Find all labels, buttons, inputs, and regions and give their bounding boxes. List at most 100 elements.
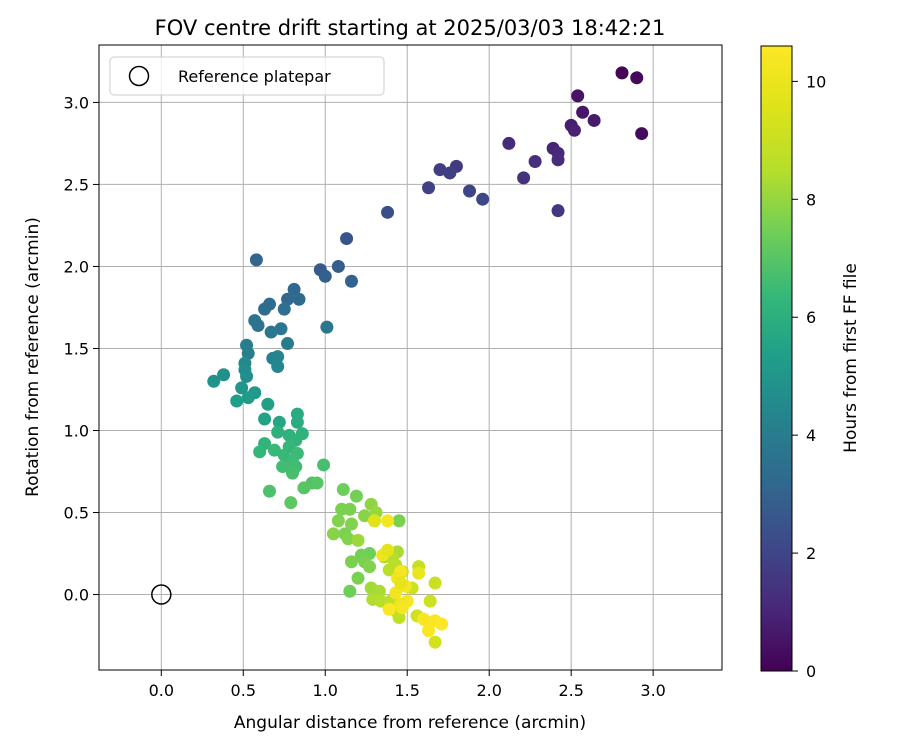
y-axis-label: Rotation from reference (arcmin) bbox=[23, 217, 43, 497]
data-point bbox=[392, 514, 406, 528]
data-point bbox=[344, 274, 358, 288]
data-point bbox=[326, 527, 340, 541]
data-point bbox=[271, 360, 285, 374]
data-point bbox=[331, 259, 345, 273]
data-point bbox=[317, 458, 331, 472]
data-point bbox=[435, 617, 449, 631]
data-point bbox=[381, 205, 395, 219]
y-tick-label: 2.0 bbox=[64, 257, 89, 276]
legend-entry-label: Reference platepar bbox=[178, 67, 331, 86]
data-point bbox=[422, 181, 436, 195]
data-point bbox=[428, 635, 442, 649]
x-tick-label: 1.5 bbox=[394, 681, 419, 700]
data-point bbox=[272, 415, 286, 429]
data-point bbox=[267, 443, 281, 457]
x-tick-label: 0.0 bbox=[149, 681, 174, 700]
data-point bbox=[358, 509, 372, 523]
reference-platepar-marker bbox=[151, 584, 172, 605]
x-tick-label: 0.5 bbox=[231, 681, 256, 700]
legend-box bbox=[109, 56, 385, 96]
data-point bbox=[349, 489, 363, 503]
colorbar-tick-label: 2 bbox=[806, 544, 816, 563]
y-tick-label: 0.0 bbox=[64, 586, 89, 605]
data-point bbox=[392, 611, 406, 625]
colorbar-tick-label: 0 bbox=[806, 662, 816, 681]
x-tick-label: 2.0 bbox=[476, 681, 501, 700]
data-point bbox=[395, 601, 409, 615]
legend-marker-icon bbox=[128, 65, 150, 87]
data-point bbox=[351, 533, 365, 547]
data-point bbox=[340, 232, 354, 246]
data-point bbox=[253, 445, 267, 459]
data-point bbox=[343, 502, 357, 516]
data-point bbox=[318, 269, 332, 283]
colorbar-tick-label: 10 bbox=[806, 72, 826, 91]
data-point bbox=[284, 496, 298, 510]
data-point bbox=[635, 127, 649, 141]
y-axis-ticks: 0.0 0.5 1.0 1.5 2.0 2.5 3.0 bbox=[64, 93, 99, 605]
colorbar-tick-label: 6 bbox=[806, 308, 816, 327]
data-point bbox=[382, 602, 396, 616]
data-point bbox=[381, 514, 395, 528]
data-point bbox=[271, 350, 285, 364]
data-point bbox=[571, 89, 585, 103]
data-point bbox=[336, 483, 350, 497]
data-point bbox=[310, 476, 324, 490]
reference-marker-layer bbox=[151, 584, 172, 605]
data-point bbox=[297, 481, 311, 495]
data-point bbox=[443, 166, 457, 180]
x-tick-label: 3.0 bbox=[640, 681, 665, 700]
data-point bbox=[630, 71, 644, 85]
x-axis-ticks: 0.0 0.5 1.0 1.5 2.0 2.5 3.0 bbox=[149, 670, 666, 700]
data-point bbox=[241, 391, 255, 405]
data-points bbox=[207, 66, 649, 649]
data-point bbox=[207, 374, 221, 388]
y-tick-label: 2.5 bbox=[64, 175, 89, 194]
data-point bbox=[423, 594, 437, 608]
data-point bbox=[587, 113, 601, 127]
grid bbox=[99, 45, 722, 670]
x-tick-label: 2.5 bbox=[558, 681, 583, 700]
colorbar-label: Hours from first FF file bbox=[841, 263, 861, 453]
data-point bbox=[428, 576, 442, 590]
data-point bbox=[258, 412, 272, 426]
data-point bbox=[422, 624, 436, 638]
data-point bbox=[281, 292, 295, 306]
data-point bbox=[264, 325, 278, 339]
data-point bbox=[433, 163, 447, 177]
data-point bbox=[258, 302, 272, 316]
data-point bbox=[230, 394, 244, 408]
data-point bbox=[412, 566, 426, 580]
data-point bbox=[285, 466, 299, 480]
data-point bbox=[320, 320, 334, 334]
data-point bbox=[463, 184, 477, 198]
data-point bbox=[290, 415, 304, 429]
data-point bbox=[389, 586, 403, 600]
y-tick-label: 1.5 bbox=[64, 339, 89, 358]
data-point bbox=[394, 576, 408, 590]
data-point bbox=[241, 346, 255, 360]
legend: Reference platepar bbox=[109, 56, 385, 96]
data-point bbox=[343, 584, 357, 598]
data-point bbox=[292, 292, 306, 306]
data-point bbox=[363, 560, 377, 574]
y-tick-label: 1.0 bbox=[64, 421, 89, 440]
data-point bbox=[517, 171, 531, 185]
data-point bbox=[249, 253, 263, 267]
data-point bbox=[217, 368, 231, 382]
data-point bbox=[476, 192, 490, 206]
colorbar-ticks: 0 2 4 6 8 10 bbox=[792, 72, 826, 681]
colorbar-gradient bbox=[760, 45, 793, 672]
data-point bbox=[341, 532, 355, 546]
data-point bbox=[351, 571, 365, 585]
data-point bbox=[277, 302, 291, 316]
data-point bbox=[281, 337, 295, 351]
data-point bbox=[240, 369, 254, 383]
data-point bbox=[382, 563, 396, 577]
data-point bbox=[502, 136, 516, 150]
data-point bbox=[528, 154, 542, 168]
data-point bbox=[374, 594, 388, 608]
plot-area-frame bbox=[98, 44, 723, 671]
